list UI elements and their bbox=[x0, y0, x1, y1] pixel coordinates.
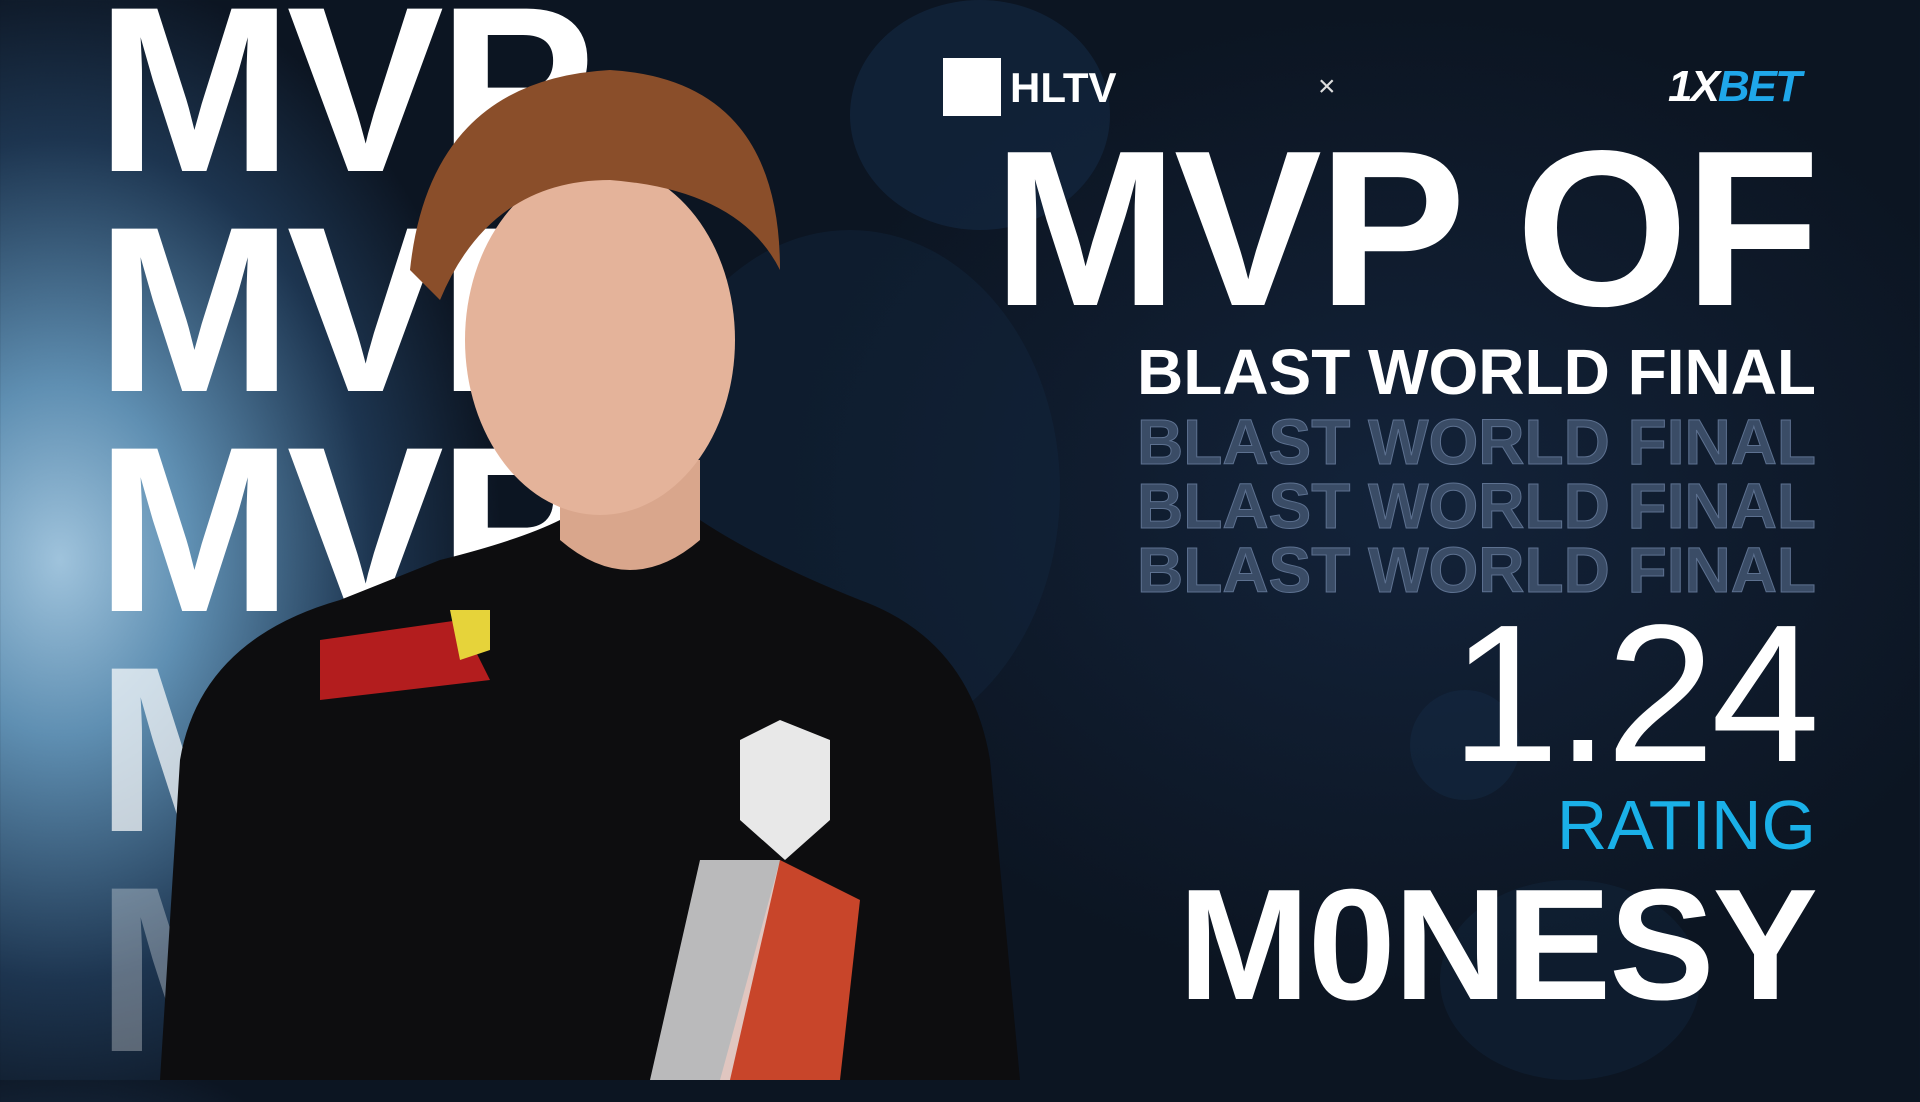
rating-value: 1.24 bbox=[1450, 584, 1820, 803]
player-name: M0NESY bbox=[1178, 857, 1818, 1033]
sponsor-part1: 1X bbox=[1668, 62, 1720, 111]
event-echo: BLAST WORLD FINAL bbox=[1137, 406, 1817, 478]
hltv-logo-icon bbox=[943, 58, 1001, 116]
rating-label: RATING bbox=[1556, 786, 1816, 864]
player-photo bbox=[160, 70, 1020, 1080]
event-echo: BLAST WORLD FINAL bbox=[1137, 470, 1817, 542]
bg-circle bbox=[1410, 690, 1520, 800]
bg-circle bbox=[1440, 880, 1700, 1080]
event-echo: BLAST WORLD FINAL bbox=[1137, 534, 1817, 606]
sponsor-logo: 1XBET bbox=[1668, 62, 1802, 112]
event-name: BLAST WORLD FINAL bbox=[1137, 336, 1816, 408]
headline: MVP OF bbox=[992, 105, 1820, 353]
separator-x: × bbox=[1318, 70, 1336, 103]
hltv-logo-text: HLTV bbox=[1010, 64, 1117, 111]
sponsor-part2: BET bbox=[1717, 62, 1802, 111]
